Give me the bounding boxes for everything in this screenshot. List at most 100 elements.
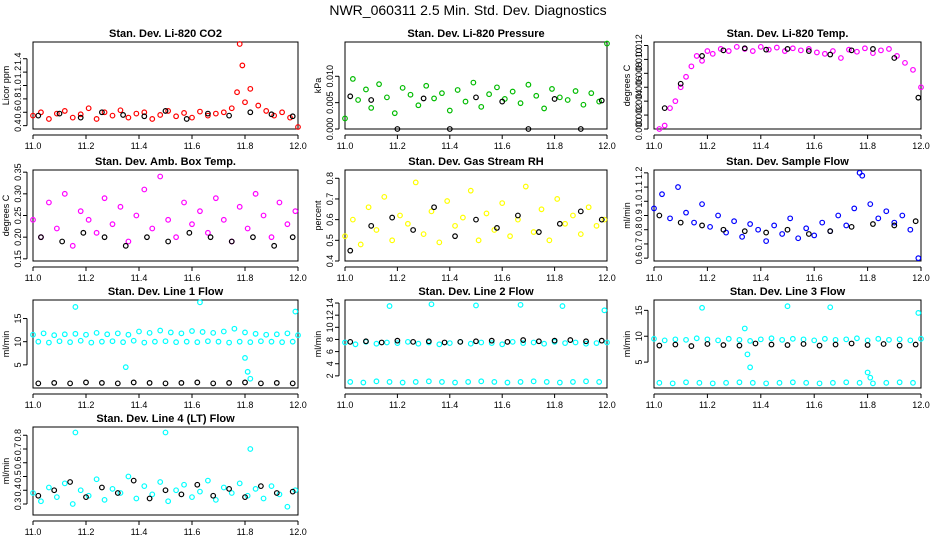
data-point [910, 66, 916, 73]
data-point [747, 221, 754, 227]
panel-sample: Stan. Dev. Sample Flow 11.0 11.2 11.4 11.6 11… [622, 156, 930, 283]
data-point [77, 111, 84, 118]
data-point [720, 342, 727, 348]
data-point [570, 212, 576, 219]
data-point [197, 208, 203, 215]
data-point [247, 85, 254, 92]
data-point [699, 57, 705, 64]
data-point [244, 368, 251, 375]
series-sample [30, 173, 299, 249]
x-tick-label: 11.6 [806, 141, 823, 151]
data-point [736, 336, 743, 343]
data-point [755, 226, 762, 233]
plot-frame [32, 426, 299, 516]
data-point [763, 238, 770, 244]
data-point [462, 98, 469, 105]
data-point [189, 328, 195, 334]
x-tick-label: 11.8 [859, 400, 876, 410]
y-tick-label: 0.8 [13, 93, 23, 106]
data-point [659, 191, 665, 198]
x-tick-label: 11.2 [389, 400, 406, 410]
y-axis-label: percent [313, 200, 323, 231]
data-point [77, 487, 84, 494]
data-point [258, 483, 264, 490]
y-axis-label: degrees C [622, 64, 632, 106]
data-point [61, 331, 68, 338]
x-tick-label: 12.0 [912, 400, 930, 410]
x-tick-label: 11.0 [337, 273, 354, 283]
data-point [741, 228, 748, 235]
data-point [162, 487, 169, 494]
data-point [357, 241, 364, 248]
x-tick-label: 11.4 [131, 400, 148, 410]
data-point [247, 446, 254, 452]
x-tick-label: 11.0 [337, 400, 354, 410]
y-tick-label: 10 [634, 331, 644, 341]
data-point [210, 492, 217, 499]
y-tick-label: 5 [634, 360, 644, 365]
data-point [268, 234, 275, 241]
data-point [696, 379, 703, 386]
data-point [130, 477, 137, 484]
data-point [242, 354, 248, 361]
data-point [35, 338, 42, 345]
data-point [517, 100, 524, 107]
data-point [35, 112, 42, 119]
data-point [67, 339, 73, 346]
data-point [896, 336, 903, 343]
data-point [284, 503, 291, 510]
data-point [412, 379, 419, 385]
figure-title: NWR_060311 2.5 Min. Std. Dev. Diagnostic… [329, 2, 606, 18]
data-point [342, 339, 348, 346]
data-point [69, 114, 76, 121]
series-reference [661, 45, 922, 112]
data-point [661, 337, 668, 344]
data-point [136, 328, 142, 335]
data-point [562, 220, 568, 227]
data-point [410, 338, 417, 345]
data-point [93, 329, 100, 336]
data-point [125, 331, 132, 338]
panel-title: Stan. Dev. Li-820 Temp. [727, 28, 849, 40]
data-point [593, 340, 600, 346]
data-point [723, 229, 729, 236]
x-tick-label: 11.6 [184, 527, 201, 537]
data-point [546, 237, 553, 244]
data-point [167, 329, 174, 336]
data-point [61, 108, 68, 114]
data-point [891, 219, 898, 226]
data-point [538, 206, 545, 213]
data-point [347, 379, 354, 385]
y-tick-label: 0.20 [13, 228, 23, 246]
data-point [562, 340, 568, 346]
data-point [273, 380, 280, 386]
data-point [125, 238, 132, 245]
data-point [899, 212, 906, 219]
data-point [883, 379, 890, 386]
data-point [891, 222, 898, 229]
data-point [242, 494, 248, 501]
data-point [598, 337, 605, 344]
data-point [157, 327, 164, 334]
data-point [226, 339, 233, 346]
data-point [733, 43, 740, 50]
x-tick-label: 11.4 [441, 273, 458, 283]
x-tick-label: 11.4 [752, 400, 769, 410]
data-point [194, 339, 201, 346]
data-point [428, 208, 435, 215]
data-point [212, 110, 219, 117]
data-point [854, 48, 860, 55]
data-point [173, 234, 180, 241]
y-tick-label: 0.012 [634, 34, 644, 57]
data-point [747, 364, 754, 371]
data-point [821, 335, 828, 342]
data-point [30, 331, 36, 338]
data-point [363, 86, 369, 93]
y-tick-label: 0.3 [13, 498, 23, 511]
data-point [263, 108, 270, 114]
y-tick-label: 10 [13, 337, 23, 347]
data-point [478, 378, 485, 385]
plot-frame [344, 169, 608, 262]
data-point [173, 487, 180, 494]
data-point [204, 338, 211, 345]
